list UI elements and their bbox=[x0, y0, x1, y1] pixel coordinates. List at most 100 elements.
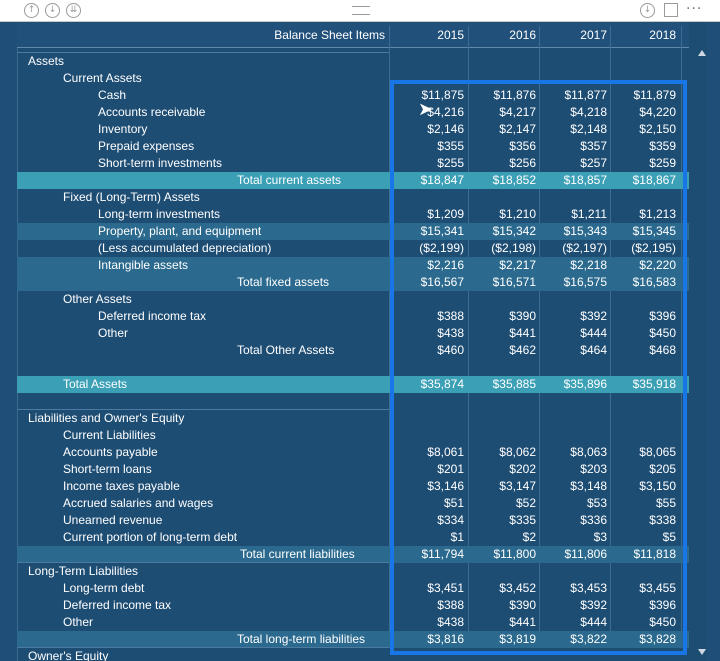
value-cell-2018[interactable]: $396 bbox=[649, 598, 676, 612]
value-cell-2016[interactable]: ($2,198) bbox=[491, 241, 536, 255]
value-cell-2018[interactable]: $35,918 bbox=[632, 377, 676, 391]
double-arrow-circle-icon[interactable]: ⇊ bbox=[66, 3, 81, 18]
value-cell-2016[interactable]: $18,852 bbox=[492, 173, 536, 187]
value-cell-2017[interactable]: $392 bbox=[580, 598, 607, 612]
value-cell-2017[interactable]: $16,575 bbox=[563, 275, 607, 289]
value-cell-2017[interactable]: $8,063 bbox=[570, 445, 607, 459]
table-row[interactable]: Total fixed assets $16,567 $16,571 $16,575 $… bbox=[17, 274, 689, 291]
table-row[interactable]: Accrued salaries and wages $51 $52 $53 $55 bbox=[17, 495, 689, 512]
table-row[interactable]: Other $438 $441 $444 $450 bbox=[17, 325, 689, 342]
value-cell-2015[interactable]: $388 bbox=[437, 309, 464, 323]
value-cell-2016[interactable]: $441 bbox=[509, 326, 536, 340]
value-cell-2016[interactable]: $390 bbox=[509, 598, 536, 612]
table-row[interactable]: Inventory $2,146 $2,147 $2,148 $2,150 bbox=[17, 121, 689, 138]
value-cell-2015[interactable]: $3,816 bbox=[427, 632, 464, 646]
table-row[interactable]: Long-Term Liabilities bbox=[17, 563, 689, 580]
table-row[interactable]: Prepaid expenses $355 $356 $357 $359 bbox=[17, 138, 689, 155]
value-cell-2015[interactable]: $11,794 bbox=[421, 547, 465, 561]
column-header-2016[interactable]: 2016 bbox=[509, 28, 536, 42]
table-row[interactable]: Total current assets $18,847 $18,852 $18,85… bbox=[17, 172, 689, 189]
value-cell-2017[interactable]: $15,343 bbox=[563, 224, 607, 238]
value-cell-2016[interactable]: $35,885 bbox=[492, 377, 536, 391]
value-cell-2018[interactable]: $4,220 bbox=[639, 105, 676, 119]
value-cell-2018[interactable]: $338 bbox=[649, 513, 676, 527]
table-row[interactable]: Accounts receivable $4,216 $4,217 $4,218 $4,… bbox=[17, 104, 689, 121]
value-cell-2018[interactable]: $359 bbox=[649, 139, 676, 153]
table-row[interactable]: Income taxes payable $3,146 $3,147 $3,148 $3… bbox=[17, 478, 689, 495]
arrow-down-circle-icon[interactable]: ↓ bbox=[45, 3, 60, 18]
value-cell-2018[interactable]: $2,220 bbox=[639, 258, 676, 272]
scroll-up-icon[interactable] bbox=[698, 50, 706, 56]
value-cell-2015[interactable]: $3,146 bbox=[427, 479, 464, 493]
value-cell-2016[interactable]: $390 bbox=[509, 309, 536, 323]
value-cell-2015[interactable]: $18,847 bbox=[420, 173, 464, 187]
value-cell-2015[interactable]: $201 bbox=[437, 462, 464, 476]
arrow-up-circle-icon[interactable]: ↑ bbox=[24, 3, 39, 18]
value-cell-2018[interactable]: $205 bbox=[649, 462, 676, 476]
table-row[interactable]: Cash $11,875 $11,876 $11,877 $11,879 bbox=[17, 87, 689, 104]
value-cell-2017[interactable]: $257 bbox=[580, 156, 607, 170]
value-cell-2017[interactable]: $203 bbox=[580, 462, 607, 476]
value-cell-2018[interactable]: $55 bbox=[655, 496, 676, 510]
value-cell-2015[interactable]: $334 bbox=[437, 513, 464, 527]
table-row[interactable]: Short-term investments $255 $256 $257 $259 bbox=[17, 155, 689, 172]
value-cell-2018[interactable]: $11,818 bbox=[633, 547, 677, 561]
column-header-2015[interactable]: 2015 bbox=[437, 28, 464, 42]
table-row[interactable]: Total current liabilities $11,794 $11,800 $… bbox=[17, 546, 689, 563]
drag-handle-icon[interactable] bbox=[352, 6, 370, 15]
table-row[interactable]: Other Assets bbox=[17, 291, 689, 308]
value-cell-2016[interactable]: $462 bbox=[509, 343, 536, 357]
value-cell-2015[interactable]: $438 bbox=[437, 615, 464, 629]
value-cell-2015[interactable]: $438 bbox=[437, 326, 464, 340]
column-header-2017[interactable]: 2017 bbox=[580, 28, 607, 42]
value-cell-2015[interactable]: ($2,199) bbox=[419, 241, 464, 255]
value-cell-2016[interactable]: $3,147 bbox=[499, 479, 536, 493]
table-row[interactable]: Assets bbox=[17, 53, 689, 70]
value-cell-2016[interactable]: $3,452 bbox=[499, 581, 536, 595]
value-cell-2016[interactable]: $2,217 bbox=[499, 258, 536, 272]
more-options-icon[interactable]: ··· bbox=[686, 1, 703, 17]
value-cell-2015[interactable]: $4,216 bbox=[427, 105, 464, 119]
value-cell-2015[interactable]: $51 bbox=[443, 496, 464, 510]
value-cell-2016[interactable]: $52 bbox=[515, 496, 536, 510]
value-cell-2018[interactable]: $259 bbox=[649, 156, 676, 170]
table-row[interactable]: Long-term investments $1,209 $1,210 $1,211 $… bbox=[17, 206, 689, 223]
value-cell-2018[interactable]: $18,867 bbox=[632, 173, 676, 187]
value-cell-2017[interactable]: $53 bbox=[586, 496, 607, 510]
value-cell-2018[interactable]: $3,828 bbox=[639, 632, 676, 646]
table-row[interactable] bbox=[17, 359, 689, 376]
value-cell-2018[interactable]: $450 bbox=[649, 326, 676, 340]
table-row[interactable]: Current Liabilities bbox=[17, 427, 689, 444]
table-row[interactable]: Property, plant, and equipment $15,341 $15… bbox=[17, 223, 689, 240]
value-cell-2017[interactable]: $35,896 bbox=[563, 377, 607, 391]
value-cell-2018[interactable]: ($2,195) bbox=[631, 241, 676, 255]
focus-mode-icon[interactable] bbox=[664, 3, 678, 17]
value-cell-2017[interactable]: $4,218 bbox=[570, 105, 607, 119]
value-cell-2016[interactable]: $15,342 bbox=[492, 224, 536, 238]
value-cell-2015[interactable]: $15,341 bbox=[420, 224, 464, 238]
value-cell-2015[interactable]: $460 bbox=[437, 343, 464, 357]
scroll-down-icon[interactable] bbox=[698, 649, 706, 655]
table-row[interactable]: Total Assets $35,874 $35,885 $35,896 $35,918 bbox=[17, 376, 689, 393]
table-row[interactable]: (Less accumulated depreciation) ($2,199) (… bbox=[17, 240, 689, 257]
value-cell-2016[interactable]: $2 bbox=[522, 530, 536, 544]
value-cell-2016[interactable]: $356 bbox=[509, 139, 536, 153]
value-cell-2017[interactable]: $3 bbox=[593, 530, 607, 544]
value-cell-2018[interactable]: $3,455 bbox=[639, 581, 676, 595]
value-cell-2018[interactable]: $2,150 bbox=[639, 122, 676, 136]
value-cell-2017[interactable]: $392 bbox=[580, 309, 607, 323]
value-cell-2017[interactable]: $11,877 bbox=[564, 88, 608, 102]
value-cell-2018[interactable]: $15,345 bbox=[632, 224, 676, 238]
value-cell-2017[interactable]: $3,822 bbox=[570, 632, 607, 646]
table-row[interactable]: Total long-term liabilities $3,816 $3,819 $… bbox=[17, 631, 689, 648]
value-cell-2018[interactable]: $8,065 bbox=[639, 445, 676, 459]
table-row[interactable]: Intangible assets $2,216 $2,217 $2,218 $2,22… bbox=[17, 257, 689, 274]
value-cell-2017[interactable]: ($2,197) bbox=[562, 241, 607, 255]
value-cell-2015[interactable]: $2,146 bbox=[427, 122, 464, 136]
table-row[interactable]: Long-term debt $3,451 $3,452 $3,453 $3,455 bbox=[17, 580, 689, 597]
value-cell-2015[interactable]: $35,874 bbox=[420, 377, 464, 391]
table-row[interactable]: Deferred income tax $388 $390 $392 $396 bbox=[17, 597, 689, 614]
table-row[interactable]: Liabilities and Owner's Equity bbox=[17, 410, 689, 427]
value-cell-2016[interactable]: $202 bbox=[509, 462, 536, 476]
value-cell-2017[interactable]: $18,857 bbox=[563, 173, 607, 187]
